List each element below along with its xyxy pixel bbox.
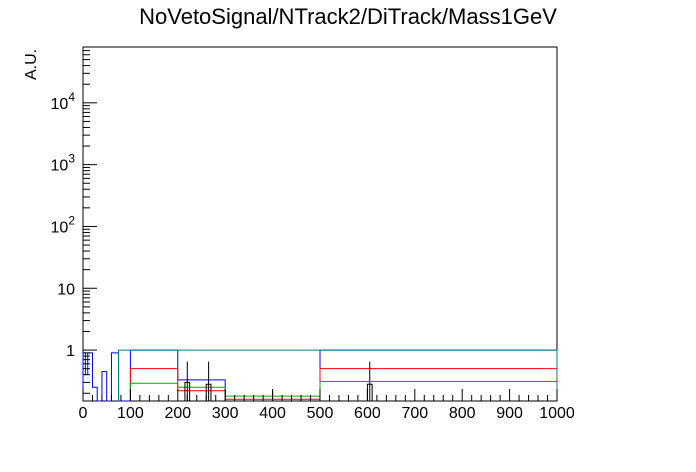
y-tick-label: 1: [66, 343, 75, 360]
x-tick-label: 100: [117, 405, 144, 422]
y-tick-label: 10: [57, 281, 75, 298]
y-tick-label: 104: [51, 90, 76, 113]
chart-title: NoVetoSignal/NTrack2/DiTrack/Mass1GeV: [139, 4, 557, 29]
y-axis-label: A.U.: [23, 49, 40, 80]
axis-layer: 0 100 200 300 400 500 600 700 800 900 1000 1 10 102 10…: [51, 46, 575, 422]
y-tick-label: 103: [51, 152, 76, 175]
y-tick-label: 102: [51, 213, 76, 236]
series-3-step-line: [118, 349, 558, 401]
series-1: [129, 368, 558, 401]
series-4-step-line: [184, 381, 373, 402]
x-tick-label: 200: [164, 405, 191, 422]
series-4: [184, 361, 373, 402]
series-1-step-line: [129, 368, 558, 401]
x-tick-label: 600: [354, 405, 381, 422]
x-tick-label: 900: [496, 405, 523, 422]
x-tick-label: 800: [449, 405, 476, 422]
x-tick-label: 0: [79, 405, 88, 422]
series-3: [118, 349, 558, 401]
series-2-step-line: [129, 381, 558, 401]
x-tick-label: 1000: [539, 405, 575, 422]
x-tick-label: 500: [307, 405, 334, 422]
x-tick-label: 400: [259, 405, 286, 422]
series-2: [129, 381, 558, 401]
plot-frame: [82, 46, 558, 402]
x-tick-label: 300: [212, 405, 239, 422]
x-tick-label: 700: [401, 405, 428, 422]
